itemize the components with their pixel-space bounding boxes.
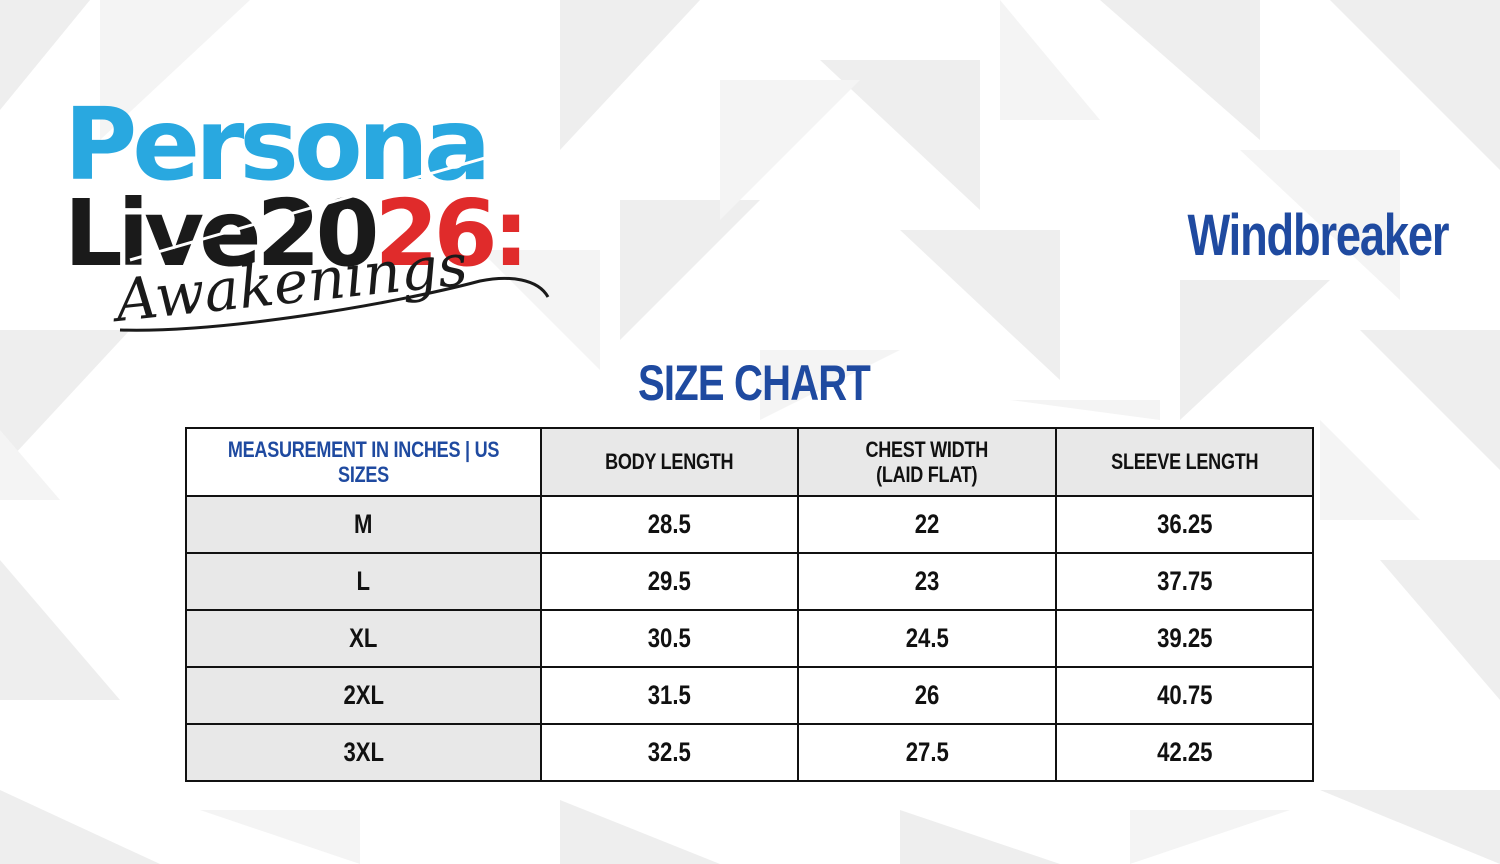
body-length-value: 30.5 bbox=[540, 609, 799, 668]
size-label: L bbox=[185, 552, 542, 611]
persona-live-logo: Persona Live2026: Awakenings bbox=[60, 75, 580, 345]
size-chart-title: SIZE CHART bbox=[638, 355, 871, 411]
chest-width-header: CHEST WIDTH (LAID FLAT) bbox=[797, 427, 1057, 497]
table-row: 3XL 32.5 27.5 42.25 bbox=[185, 723, 1314, 782]
body-length-value: 32.5 bbox=[540, 723, 799, 782]
size-chart-table: MEASUREMENT IN INCHES | US SIZES BODY LE… bbox=[185, 427, 1314, 782]
chest-width-value: 26 bbox=[797, 666, 1057, 725]
logo-persona-text: Persona bbox=[64, 86, 486, 203]
size-label: 3XL bbox=[185, 723, 542, 782]
svg-text:Live2026:: Live2026: bbox=[64, 180, 524, 287]
table-row: 2XL 31.5 26 40.75 bbox=[185, 666, 1314, 725]
logo-year-text: 26: bbox=[375, 180, 525, 287]
chest-width-value: 22 bbox=[797, 495, 1057, 554]
size-label: 2XL bbox=[185, 666, 542, 725]
body-length-header: BODY LENGTH bbox=[540, 427, 799, 497]
body-length-value: 28.5 bbox=[540, 495, 799, 554]
sleeve-length-value: 37.75 bbox=[1055, 552, 1314, 611]
table-row: M 28.5 22 36.25 bbox=[185, 495, 1314, 554]
header-row: MEASUREMENT IN INCHES | US SIZES BODY LE… bbox=[185, 427, 1314, 497]
table-row: L 29.5 23 37.75 bbox=[185, 552, 1314, 611]
table-row: XL 30.5 24.5 39.25 bbox=[185, 609, 1314, 668]
sleeve-length-value: 42.25 bbox=[1055, 723, 1314, 782]
body-length-value: 29.5 bbox=[540, 552, 799, 611]
chest-width-value: 27.5 bbox=[797, 723, 1057, 782]
size-label: M bbox=[185, 495, 542, 554]
chest-width-value: 23 bbox=[797, 552, 1057, 611]
product-title: Windbreaker bbox=[1187, 203, 1449, 268]
chest-width-value: 24.5 bbox=[797, 609, 1057, 668]
sleeve-length-value: 39.25 bbox=[1055, 609, 1314, 668]
sleeve-length-header: SLEEVE LENGTH bbox=[1055, 427, 1314, 497]
body-length-value: 31.5 bbox=[540, 666, 799, 725]
measurement-unit-header: MEASUREMENT IN INCHES | US SIZES bbox=[185, 427, 542, 497]
size-label: XL bbox=[185, 609, 542, 668]
sleeve-length-value: 40.75 bbox=[1055, 666, 1314, 725]
sleeve-length-value: 36.25 bbox=[1055, 495, 1314, 554]
